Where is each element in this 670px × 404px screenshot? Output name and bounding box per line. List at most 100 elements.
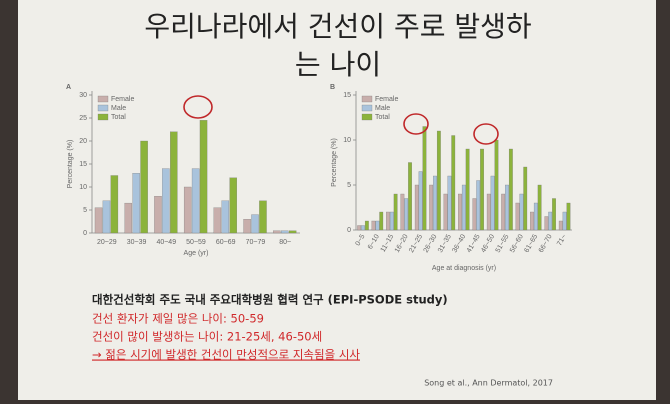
bar bbox=[537, 184, 542, 231]
bar bbox=[183, 186, 192, 234]
bar bbox=[288, 230, 297, 234]
legend-label: Male bbox=[111, 105, 126, 112]
bar bbox=[191, 168, 200, 234]
bar bbox=[447, 175, 452, 231]
y-tick-label: 10 bbox=[343, 137, 351, 144]
body-text: 대한건선학회 주도 국내 주요대학병원 협력 연구 (EPI-PSODE stu… bbox=[92, 293, 448, 307]
bar bbox=[110, 175, 119, 234]
bar bbox=[389, 211, 394, 231]
y-tick-label: 20 bbox=[79, 138, 87, 145]
bar bbox=[132, 173, 140, 234]
bar bbox=[199, 120, 208, 234]
bar bbox=[273, 230, 281, 234]
x-tick-label: 60~69 bbox=[216, 239, 236, 246]
y-tick-label: 5 bbox=[83, 207, 87, 214]
bar bbox=[361, 225, 365, 231]
bar bbox=[371, 220, 376, 231]
x-tick-label: 20~29 bbox=[97, 239, 117, 246]
body-text: → 젊은 시기에 발생한 건선이 만성적으로 지속됨을 시사 bbox=[92, 348, 360, 362]
x-tick-label: 71~ bbox=[556, 233, 568, 247]
bar bbox=[251, 214, 259, 234]
bar bbox=[357, 225, 362, 231]
y-tick-label: 0 bbox=[83, 230, 87, 237]
legend-label: Total bbox=[375, 114, 390, 121]
highlight-circle bbox=[403, 113, 429, 135]
bar bbox=[494, 139, 499, 231]
bar bbox=[259, 200, 267, 234]
bar bbox=[530, 211, 534, 231]
bar bbox=[490, 175, 495, 231]
slide-title: 는 나이 bbox=[295, 48, 381, 81]
slide-title: 우리나라에서 건선이 주로 발생하 bbox=[144, 10, 531, 43]
slide bbox=[18, 0, 656, 400]
legend-swatch bbox=[97, 104, 109, 112]
x-axis-label: Age at diagnosis (yr) bbox=[432, 265, 496, 272]
y-tick-label: 5 bbox=[347, 182, 351, 189]
bar bbox=[523, 166, 528, 231]
bar bbox=[436, 130, 441, 231]
x-tick-label: 40~49 bbox=[156, 239, 176, 246]
bar bbox=[433, 175, 437, 231]
bar bbox=[124, 202, 132, 234]
bar bbox=[162, 168, 170, 234]
bar bbox=[170, 131, 178, 234]
y-tick-label: 15 bbox=[79, 161, 87, 168]
bar bbox=[408, 162, 412, 231]
legend-swatch bbox=[361, 113, 373, 121]
bar bbox=[281, 230, 289, 234]
legend-label: Female bbox=[375, 96, 398, 103]
y-tick-label: 15 bbox=[343, 92, 351, 99]
bar bbox=[414, 184, 419, 231]
legend-swatch bbox=[361, 104, 373, 112]
bar bbox=[480, 148, 484, 231]
bar bbox=[379, 211, 384, 231]
x-tick-label: 50~59 bbox=[186, 239, 206, 246]
bar bbox=[429, 184, 434, 231]
bar bbox=[533, 202, 538, 231]
highlight-circle bbox=[183, 95, 213, 119]
body-text: 건선 환자가 제일 많은 나이: 50-59 bbox=[92, 312, 264, 326]
bar bbox=[94, 207, 103, 234]
x-tick-label: 70~79 bbox=[246, 239, 266, 246]
x-tick-label: 30~39 bbox=[127, 239, 147, 246]
x-axis-label: Age (yr) bbox=[184, 250, 209, 257]
citation: Song et al., Ann Dermatol, 2017 bbox=[424, 379, 553, 388]
x-tick-label: 80~ bbox=[279, 239, 291, 246]
body-text: 건선이 많이 발생하는 나이: 21-25세, 46-50세 bbox=[92, 330, 322, 344]
bar bbox=[140, 140, 148, 234]
bar bbox=[486, 193, 491, 231]
y-tick-label: 0 bbox=[347, 227, 351, 234]
bar bbox=[393, 193, 398, 231]
legend-swatch bbox=[97, 113, 109, 121]
bar bbox=[451, 135, 456, 231]
bar bbox=[221, 200, 230, 234]
y-tick-label: 25 bbox=[79, 115, 87, 122]
panel-label: B bbox=[330, 84, 335, 91]
bar bbox=[213, 207, 222, 234]
bar bbox=[461, 184, 466, 231]
highlight-circle bbox=[473, 123, 499, 145]
bar bbox=[458, 193, 462, 231]
bar bbox=[558, 220, 563, 231]
legend-swatch bbox=[361, 95, 373, 103]
bar bbox=[243, 219, 251, 234]
bar bbox=[102, 200, 111, 234]
bar bbox=[566, 202, 571, 231]
bar bbox=[515, 202, 520, 231]
y-axis-label: Percentage (%) bbox=[67, 140, 74, 189]
legend-label: Total bbox=[111, 114, 126, 121]
legend-label: Male bbox=[375, 105, 390, 112]
y-axis-label: Percentage (%) bbox=[331, 138, 338, 187]
legend-label: Female bbox=[111, 96, 134, 103]
y-tick-label: 30 bbox=[79, 92, 87, 99]
bar bbox=[552, 198, 556, 231]
bar bbox=[404, 198, 409, 231]
bar bbox=[548, 211, 553, 231]
bar bbox=[443, 193, 448, 231]
bar bbox=[465, 148, 470, 231]
bar bbox=[519, 193, 524, 231]
bar bbox=[476, 180, 481, 231]
bar bbox=[472, 198, 477, 231]
bar bbox=[400, 193, 405, 231]
